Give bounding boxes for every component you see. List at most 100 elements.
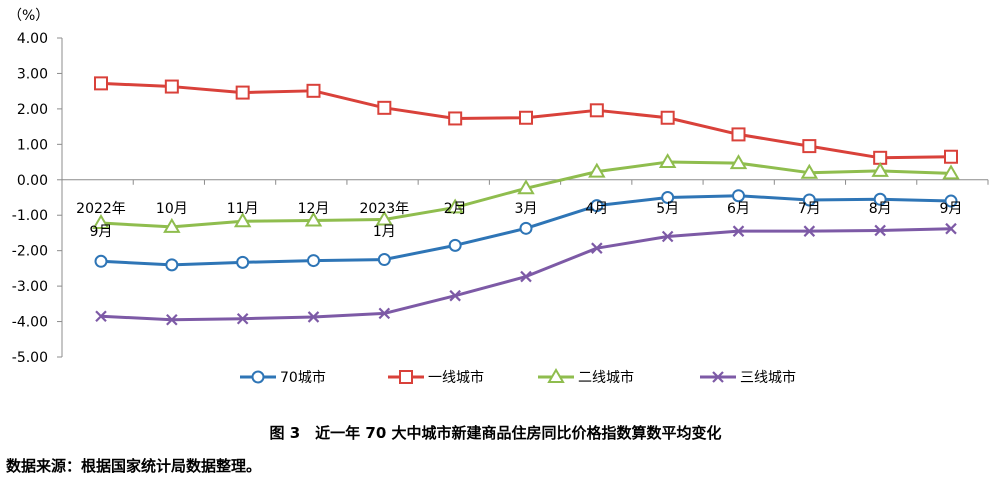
legend-item: 一线城市 [388, 369, 484, 386]
x-category-label: 2023年 [360, 201, 410, 217]
x-category-label: 3月 [515, 201, 538, 217]
data-point-stroke [591, 242, 603, 254]
x-category-label: 11月 [227, 201, 259, 217]
data-point [547, 368, 565, 383]
data-point [519, 221, 533, 235]
x-category-label: 6月 [727, 201, 750, 217]
legend-item: 二线城市 [538, 368, 634, 386]
data-point-stroke [166, 314, 178, 326]
data-point [520, 270, 532, 283]
data-point [731, 127, 746, 142]
data-source-note: 数据来源：根据国家统计局数据整理。 [6, 457, 262, 475]
data-point-stroke [307, 311, 320, 323]
data-point [164, 79, 179, 94]
y-tick-label: 4.00 [17, 31, 48, 47]
data-point [235, 85, 250, 100]
data-point [446, 198, 464, 214]
y-tick-label: 3.00 [17, 66, 48, 82]
data-point [944, 149, 958, 164]
data-point [712, 371, 724, 383]
data-point-stroke [520, 270, 532, 283]
data-point [307, 311, 320, 323]
data-point [236, 312, 249, 325]
data-point [251, 370, 265, 384]
data-point [732, 225, 745, 237]
x-category-label: 7月 [798, 201, 821, 217]
series-line [100, 160, 952, 229]
data-point [163, 217, 181, 233]
series-line [100, 227, 952, 322]
data-point [802, 193, 816, 207]
data-point [517, 179, 535, 195]
data-point [233, 212, 252, 228]
x-category-label: 4月 [585, 201, 608, 217]
data-point [377, 100, 392, 115]
data-point [732, 189, 745, 203]
data-point [803, 225, 816, 237]
data-point [378, 307, 391, 320]
data-point [589, 103, 604, 118]
data-point [588, 162, 606, 178]
data-point [165, 258, 179, 272]
data-point-stroke [803, 225, 816, 237]
x-category-label: 2022年 [76, 201, 126, 217]
x-category-label: 2月 [444, 201, 467, 217]
y-tick-label: 0.00 [17, 173, 48, 189]
data-point [729, 154, 748, 170]
x-category-label: 5月 [656, 201, 679, 217]
data-point-stroke [449, 289, 461, 302]
legend-item: 70城市 [240, 369, 326, 386]
data-point [95, 310, 107, 323]
data-point [660, 110, 675, 125]
axes-layer: （%） 4.00 3.00 2.00 1.00 0.00 -1.00 -2.00 -3.00 -4… [8, 8, 989, 366]
data-point [236, 255, 250, 269]
data-point [166, 314, 178, 326]
data-point [658, 153, 677, 169]
data-point [399, 370, 413, 384]
y-tick-label: -4.00 [12, 315, 48, 331]
data-point [448, 238, 462, 252]
data-point [874, 224, 886, 237]
data-point [304, 211, 323, 227]
data-point-stroke [236, 312, 249, 325]
data-point-stroke [378, 307, 391, 320]
data-point [591, 242, 603, 254]
legend-label: 二线城市 [578, 369, 634, 386]
data-point [92, 214, 110, 230]
y-tick-label: -1.00 [12, 208, 48, 224]
series-4 [95, 222, 957, 326]
series-layer [92, 76, 960, 326]
data-point [661, 230, 674, 243]
y-tick-label: -3.00 [12, 279, 48, 295]
data-point [375, 210, 394, 226]
x-category-label: 8月 [869, 201, 892, 217]
legend-label: 70城市 [280, 369, 326, 386]
y-tick-label: 2.00 [17, 102, 48, 118]
data-point-stroke [661, 230, 674, 243]
legend: 70城市 一线城市 二线城市 三线城市 [240, 368, 796, 386]
data-point [449, 289, 461, 302]
line-chart: （%） 4.00 3.00 2.00 1.00 0.00 -1.00 -2.00 -3.00 -4… [8, 8, 989, 386]
data-point [873, 192, 887, 206]
category-labels: 2022年 9月 10月 11月 12月 2023年 1月 2月 3月 4月 5月 6月 7月 8月 9月 [76, 201, 962, 240]
x-category-label: 9月 [90, 224, 113, 240]
y-tick-label: 1.00 [17, 137, 48, 153]
y-tick-label: -2.00 [12, 244, 48, 260]
data-point [944, 194, 958, 208]
data-point [448, 111, 463, 126]
data-point [802, 139, 817, 154]
data-point-stroke [95, 310, 107, 323]
data-point [871, 161, 889, 177]
data-point [661, 191, 675, 204]
legend-label: 三线城市 [740, 369, 796, 386]
x-category-label: 10月 [156, 201, 188, 217]
data-point [519, 110, 533, 125]
data-point [942, 164, 960, 180]
legend-item: 三线城市 [700, 369, 796, 386]
series-2 [94, 76, 958, 165]
data-point [590, 199, 604, 213]
data-point-stroke [732, 225, 745, 237]
data-point [377, 253, 391, 267]
data-point-stroke [712, 371, 724, 383]
